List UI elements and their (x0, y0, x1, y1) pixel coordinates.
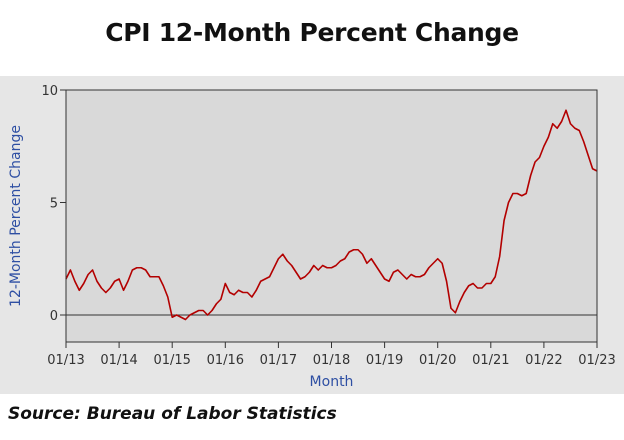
y-tick-label: 0 (50, 309, 58, 324)
x-tick-label: 01/17 (260, 353, 297, 368)
x-tick-label: 01/15 (153, 353, 190, 368)
y-tick-label: 5 (50, 197, 58, 212)
cpi-series-line (65, 109, 598, 321)
plot-area (66, 90, 597, 342)
y-tick-label: 10 (41, 84, 58, 99)
x-axis-ticks: 01/13 01/14 01/15 01/16 01/17 01/18 01/19 01/20… (47, 342, 616, 368)
x-tick-label: 01/18 (313, 353, 350, 368)
y-axis-label: 12-Month Percent Change (8, 125, 24, 307)
x-tick-label: 01/22 (525, 353, 562, 368)
x-tick-label: 01/23 (578, 353, 615, 368)
x-axis-label: Month (310, 374, 354, 390)
y-axis-ticks: 0 5 10 (41, 84, 66, 324)
x-tick-label: 01/20 (419, 353, 456, 368)
chart-title: CPI 12-Month Percent Change (105, 18, 519, 47)
x-tick-label: 01/16 (207, 353, 244, 368)
chart-panel: 0 5 10 01/13 01/14 01/15 01/16 01/17 01/18 01/19… (0, 76, 624, 394)
source-note: Source: Bureau of Labor Statistics (8, 404, 337, 424)
line-chart: 0 5 10 01/13 01/14 01/15 01/16 01/17 01/18 01/19… (8, 84, 616, 390)
x-tick-label: 01/19 (366, 353, 403, 368)
x-tick-label: 01/13 (47, 353, 84, 368)
x-tick-label: 01/21 (472, 353, 509, 368)
x-tick-label: 01/14 (100, 353, 137, 368)
plot-border (65, 89, 598, 343)
